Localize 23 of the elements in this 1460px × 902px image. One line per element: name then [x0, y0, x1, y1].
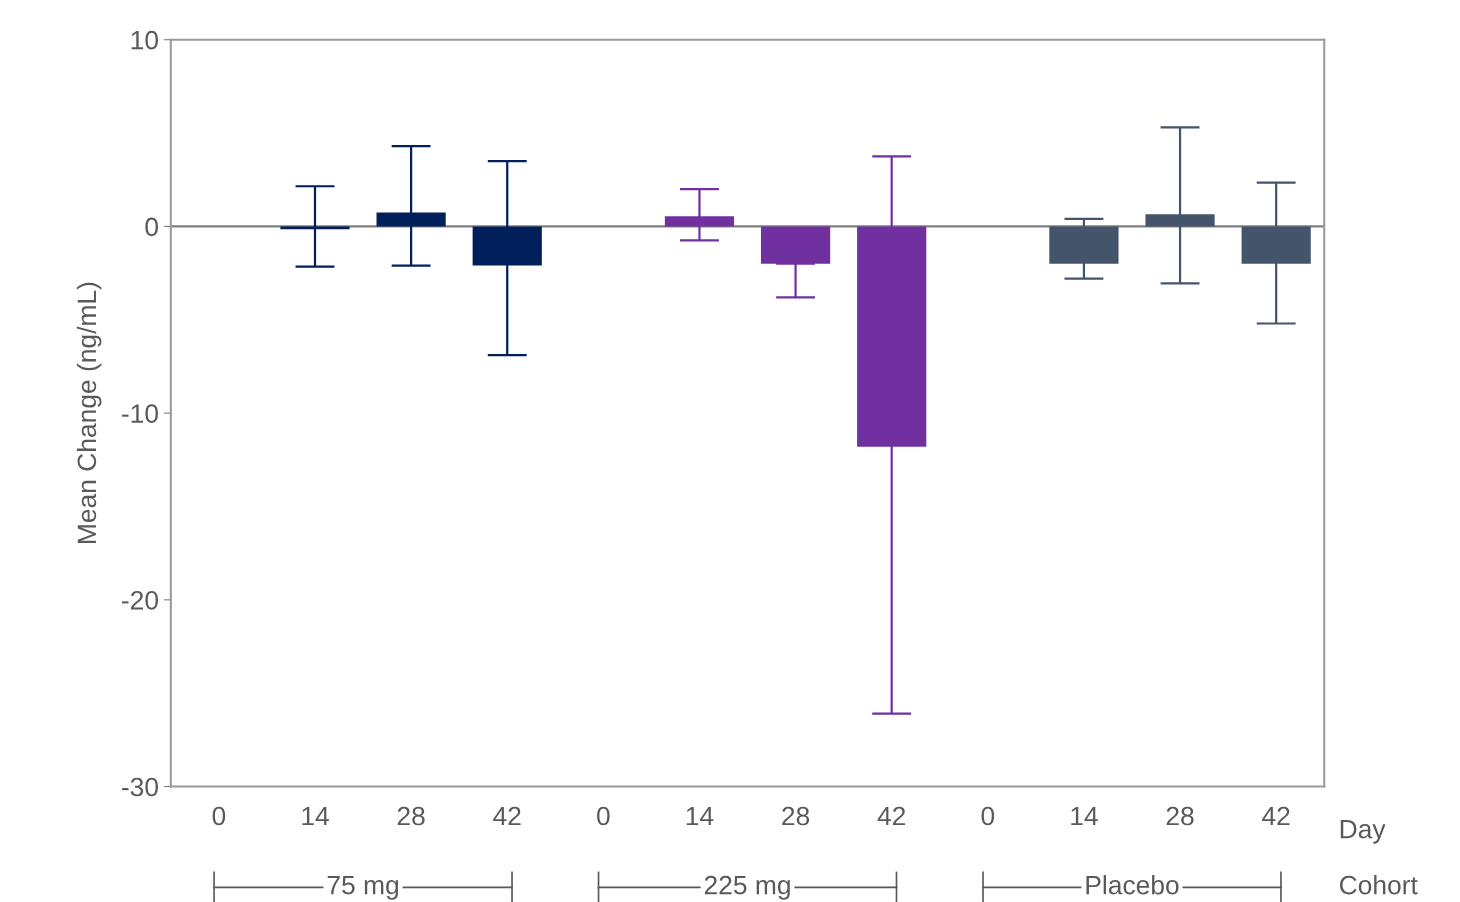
x-tick-label: 14 — [302, 806, 329, 826]
y-tick-label: -30 — [122, 777, 158, 797]
x-tick-label: 14 — [686, 806, 714, 826]
y-tick-label: 10 — [131, 30, 158, 50]
x-tick-label: 0 — [212, 806, 226, 826]
x-tick-label: 14 — [1071, 806, 1098, 826]
text: Cohort — [1339, 875, 1418, 895]
x-tick-label: 42 — [1262, 806, 1290, 826]
text: 75 mg — [327, 876, 399, 900]
x-tick-label: 0 — [597, 806, 610, 826]
y-tick-label: -10 — [122, 404, 158, 423]
y-tick-label: 0 — [145, 217, 158, 237]
x-tick-label: 0 — [981, 806, 995, 826]
x-tick-label: 28 — [782, 806, 810, 826]
x-tick-label: 42 — [493, 806, 521, 826]
x-tick-label: 42 — [877, 806, 906, 826]
text: 225 mg — [704, 875, 790, 900]
text: Placebo — [1086, 875, 1179, 895]
x-tick-label: 28 — [397, 806, 425, 826]
y-tick-label: -20 — [122, 590, 158, 610]
y-axis-title: Mean Change (ng/mL) — [76, 282, 102, 543]
text: Day — [1340, 820, 1386, 844]
x-tick-label: 28 — [1166, 806, 1194, 826]
